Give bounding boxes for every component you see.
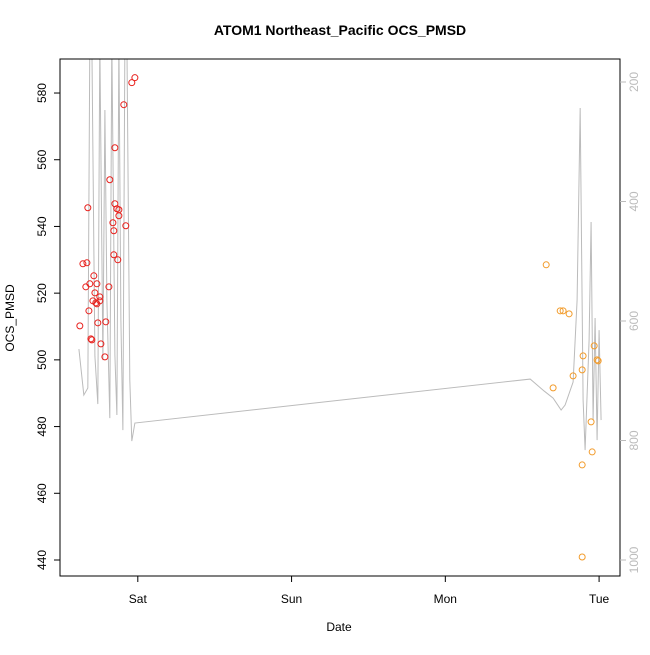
- point: [559, 307, 567, 315]
- point: [556, 307, 564, 315]
- point: [101, 353, 109, 361]
- point: [83, 259, 91, 267]
- point: [578, 366, 586, 374]
- y-tick-label: 440: [35, 550, 49, 570]
- point: [90, 272, 98, 280]
- point: [96, 293, 104, 301]
- point: [96, 297, 104, 305]
- point: [110, 251, 118, 259]
- point: [114, 256, 122, 264]
- point: [587, 418, 595, 426]
- point: [122, 222, 130, 230]
- x-axis-label: Date: [326, 620, 352, 634]
- point: [590, 342, 598, 350]
- point: [92, 299, 100, 307]
- y-tick-label: 460: [35, 483, 49, 503]
- point: [93, 280, 101, 288]
- point: [111, 144, 119, 152]
- y-tick-label: 580: [35, 83, 49, 103]
- point: [565, 310, 573, 318]
- point: [594, 357, 602, 365]
- point: [549, 384, 557, 392]
- chart-title: ATOM1 Northeast_Pacific OCS_PMSD: [214, 22, 466, 38]
- point: [97, 340, 105, 348]
- x-tick-label: Sun: [281, 592, 302, 606]
- y-axis-label: OCS_PMSD: [3, 284, 17, 352]
- x-tick-label: Sat: [129, 592, 148, 606]
- point: [578, 553, 586, 561]
- plot-frame: [59, 58, 621, 577]
- point: [131, 74, 139, 82]
- y2-tick-label: 800: [627, 430, 641, 450]
- y2-tick-label: 600: [627, 311, 641, 331]
- point: [102, 318, 110, 326]
- y-tick-label: 560: [35, 149, 49, 169]
- y-tick-label: 520: [35, 283, 49, 303]
- point: [79, 260, 87, 268]
- y-tick-label: 540: [35, 216, 49, 236]
- y2-tick-label: 400: [627, 191, 641, 211]
- x-tick-label: Mon: [434, 592, 457, 606]
- point: [91, 289, 99, 297]
- point: [115, 206, 123, 214]
- point: [105, 283, 113, 291]
- point: [109, 219, 117, 227]
- point: [578, 461, 586, 469]
- point: [85, 307, 93, 315]
- point: [88, 336, 96, 344]
- point: [579, 352, 587, 360]
- point: [106, 176, 114, 184]
- line: [78, 59, 602, 451]
- y2-tick-label: 1000: [627, 546, 641, 573]
- point: [542, 261, 550, 269]
- point: [120, 101, 128, 109]
- y-tick-label: 500: [35, 350, 49, 370]
- point: [86, 280, 94, 288]
- point: [87, 335, 95, 343]
- point: [569, 372, 577, 380]
- y-tick-label: 480: [35, 416, 49, 436]
- y2-tick-label: 200: [627, 72, 641, 92]
- point: [84, 204, 92, 212]
- point: [76, 322, 84, 330]
- point: [110, 227, 118, 235]
- point: [593, 356, 601, 364]
- plot-area: [76, 59, 602, 561]
- point: [128, 79, 136, 87]
- point: [588, 448, 596, 456]
- point: [94, 319, 102, 327]
- x-tick-label: Tue: [589, 592, 610, 606]
